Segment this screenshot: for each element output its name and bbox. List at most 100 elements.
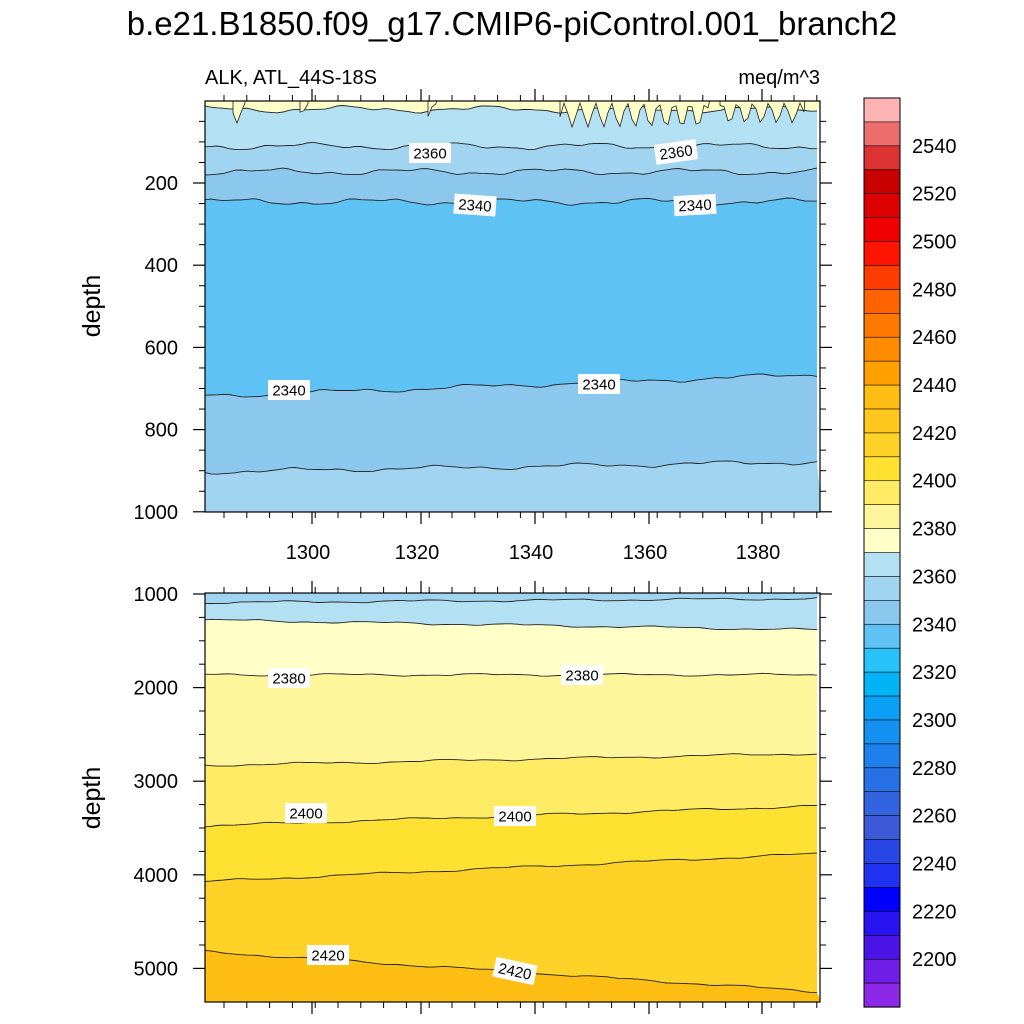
contour-label: 2340: [578, 374, 620, 394]
colorbar-box: [863, 839, 901, 865]
contour-line: [205, 105, 818, 114]
contour-label-text: 2360: [413, 146, 446, 163]
y-tick-label: 200: [145, 173, 178, 195]
colorbar-label: 2440: [912, 375, 957, 397]
colorbar-box: [863, 552, 901, 578]
contour-label-text: 2340: [458, 196, 492, 215]
contour-label: 2400: [285, 803, 327, 823]
y-tick-label: 400: [145, 255, 178, 277]
colorbar-box: [863, 528, 901, 554]
colorbar-box: [863, 911, 901, 936]
surface-patch: [427, 101, 437, 117]
contour-label: 2420: [307, 945, 349, 965]
y-tick-label: 800: [145, 420, 178, 442]
y-tick-label: 5000: [134, 958, 179, 980]
colorbar-box: [863, 623, 901, 649]
colorbar-box: [863, 958, 901, 984]
contour-label: 2380: [268, 668, 310, 688]
colorbar-box: [863, 456, 901, 482]
colorbar-box: [863, 934, 901, 960]
contour-band: [205, 461, 820, 512]
contour-label-text: 2360: [658, 142, 693, 163]
contour-line: [205, 753, 818, 767]
upper-y-axis-label: depth: [78, 275, 106, 338]
contour-label: 2340: [268, 380, 310, 400]
contour-label-text: 2400: [289, 806, 322, 823]
colorbar-frame: [863, 97, 901, 1008]
contour-label-text: 2420: [497, 960, 533, 984]
colorbar-box: [863, 241, 901, 267]
colorbar-box: [863, 695, 901, 721]
contour-band: [205, 619, 817, 677]
colorbar-box: [863, 217, 901, 243]
surface-patch: [719, 101, 806, 124]
colorbar-label: 2300: [912, 710, 957, 732]
contour-label-text: 2340: [582, 377, 615, 394]
colorbar-box: [863, 193, 901, 219]
colorbar-box: [863, 863, 901, 888]
colorbar-label: 2340: [912, 614, 957, 636]
colorbar-box: [863, 982, 901, 1008]
contour-band: [205, 753, 817, 827]
colorbar-label: 2320: [912, 662, 957, 684]
colorbar-label: 2240: [912, 853, 957, 875]
contour-label-text: 2340: [272, 383, 305, 400]
colorbar-label: 2380: [912, 519, 957, 541]
colorbar-box: [863, 576, 901, 601]
colorbar-box: [863, 480, 901, 506]
colorbar-label: 2480: [912, 279, 957, 301]
contour-band: [205, 805, 817, 882]
y-tick-label: 3000: [134, 771, 179, 793]
y-tick-label: 1000: [134, 584, 179, 606]
contour-band: [205, 593, 820, 604]
contour-label-text: 2380: [272, 671, 305, 688]
colorbar-box: [863, 719, 901, 745]
colorbar-label: 2360: [912, 566, 957, 588]
contour-line: [205, 852, 818, 882]
y-tick-label: 1000: [134, 502, 179, 524]
contour-label: 2340: [453, 193, 497, 217]
colorbar: 2540 2520 2500 2480 2460 2440 2420 2400 2380 2360…: [863, 97, 957, 1008]
upper-contour-panel: 2360 2360 2340 2340 2340 2340 200 400 600 800 1000…: [134, 89, 832, 564]
surface-patch: [299, 101, 309, 113]
contour-line: [205, 618, 818, 631]
left-subtitle: ALK, ATL_44S-18S: [205, 67, 377, 89]
colorbar-box: [863, 767, 901, 793]
surface-patch: [559, 101, 710, 129]
units-subtitle: meq/m^3: [738, 67, 820, 89]
contour-label: 2420: [492, 956, 538, 986]
x-tick-label: 1380: [736, 542, 781, 564]
contour-line: [205, 597, 818, 605]
y-tick-label: 600: [145, 337, 178, 359]
plot-frame: [204, 592, 821, 1003]
colorbar-box: [863, 647, 901, 673]
surface-patch: [232, 101, 246, 125]
colorbar-box: [863, 121, 901, 147]
colorbar-box: [863, 289, 901, 314]
contour-band: [205, 374, 817, 475]
figure-title: b.e21.B1850.f09_g17.CMIP6-piControl.001_…: [127, 5, 898, 42]
colorbar-box: [863, 336, 901, 362]
contour-label: 2360: [409, 143, 451, 163]
colorbar-label: 2460: [912, 327, 957, 349]
contour-label: 2400: [494, 806, 536, 826]
contour-band: [205, 198, 817, 397]
colorbar-box: [863, 743, 901, 769]
x-tick-label: 1340: [509, 542, 554, 564]
colorbar-box: [863, 384, 901, 410]
x-tick-label: 1360: [623, 542, 668, 564]
contour-label-text: 2340: [678, 197, 712, 216]
colorbar-label: 2500: [912, 232, 957, 254]
colorbar-box: [863, 97, 901, 123]
colorbar-box: [863, 265, 901, 290]
colorbar-label: 2420: [912, 423, 957, 445]
lower-contour-panel: 2380 2380 2400 2400 2420 2420 1000 2000 3000 4000…: [134, 581, 832, 1014]
x-tick-label: 1320: [395, 542, 440, 564]
colorbar-label: 2280: [912, 758, 957, 780]
contour-band: [205, 673, 817, 767]
contour-band: [205, 168, 817, 206]
x-tick-label: 1300: [286, 542, 331, 564]
colorbar-box: [863, 600, 901, 625]
contour-line: [205, 460, 818, 475]
colorbar-box: [863, 312, 901, 338]
